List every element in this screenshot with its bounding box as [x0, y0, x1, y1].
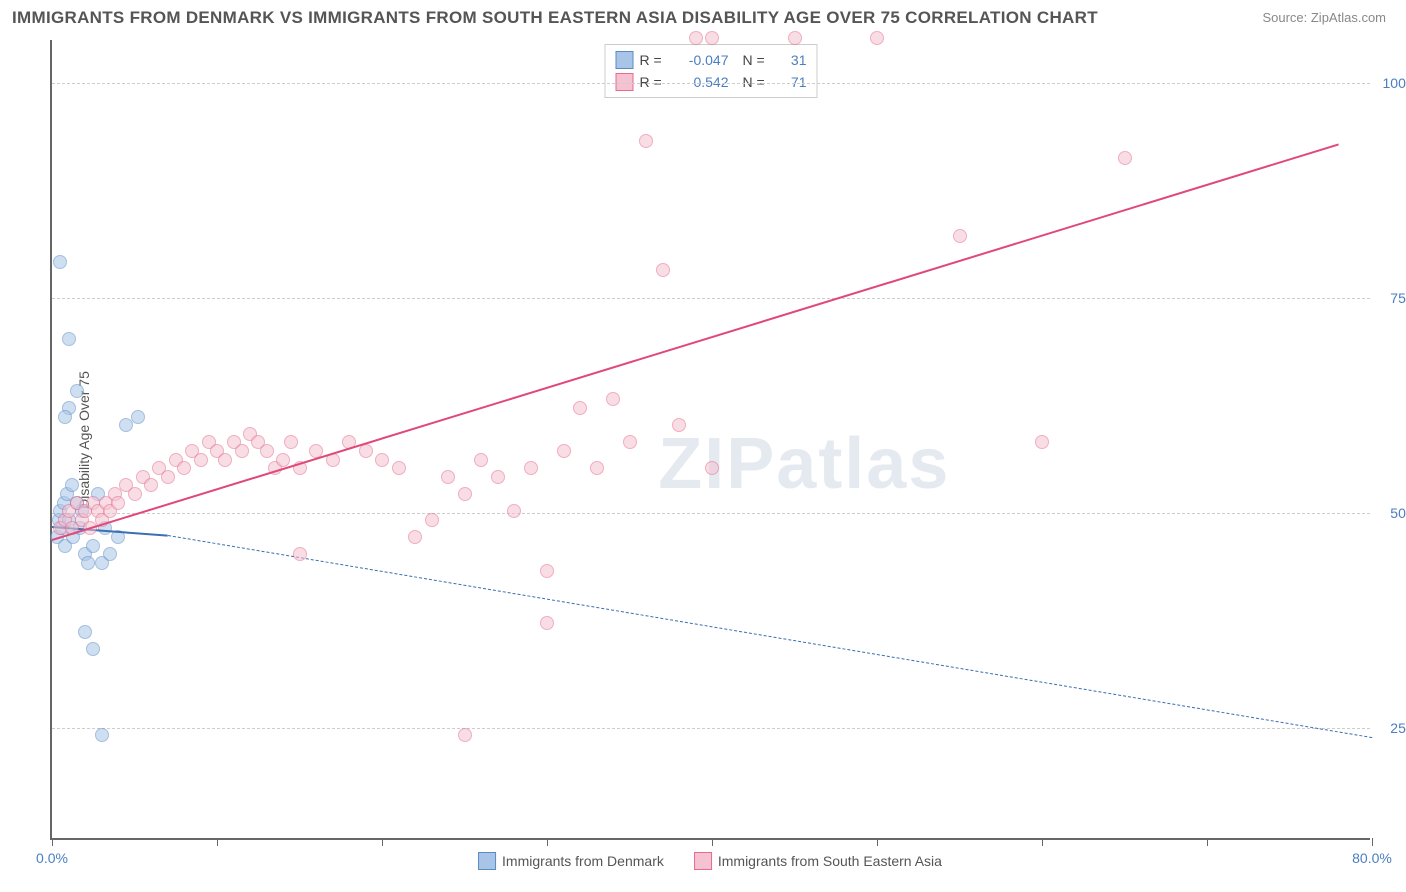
data-point — [705, 31, 719, 45]
data-point — [131, 410, 145, 424]
legend-swatch — [694, 852, 712, 870]
r-value: -0.047 — [674, 52, 729, 68]
data-point — [284, 435, 298, 449]
regression-line — [167, 535, 1372, 738]
data-point — [95, 728, 109, 742]
data-point — [573, 401, 587, 415]
data-point — [458, 728, 472, 742]
data-point — [606, 392, 620, 406]
data-point — [1035, 435, 1049, 449]
n-label: N = — [743, 52, 771, 68]
data-point — [53, 255, 67, 269]
data-point — [491, 470, 505, 484]
legend-row: R = 0.542 N = 71 — [616, 71, 807, 93]
y-tick-label: 25.0% — [1375, 720, 1406, 736]
data-point — [260, 444, 274, 458]
data-point — [235, 444, 249, 458]
data-point — [425, 513, 439, 527]
data-point — [507, 504, 521, 518]
x-tick-label: 80.0% — [1352, 850, 1392, 866]
regression-line — [52, 143, 1340, 541]
data-point — [177, 461, 191, 475]
data-point — [656, 263, 670, 277]
data-point — [870, 31, 884, 45]
scatter-plot: ZIPatlas R =-0.047N =31R =0.542N =71 25.… — [50, 40, 1370, 840]
data-point — [458, 487, 472, 501]
data-point — [144, 478, 158, 492]
data-point — [705, 461, 719, 475]
data-point — [524, 461, 538, 475]
gridline — [52, 728, 1370, 729]
data-point — [540, 564, 554, 578]
source-attribution: Source: ZipAtlas.com — [1262, 10, 1386, 25]
data-point — [161, 470, 175, 484]
y-tick-label: 50.0% — [1375, 505, 1406, 521]
data-point — [540, 616, 554, 630]
data-point — [672, 418, 686, 432]
data-point — [953, 229, 967, 243]
data-point — [623, 435, 637, 449]
r-label: R = — [640, 74, 668, 90]
data-point — [788, 31, 802, 45]
data-point — [590, 461, 604, 475]
watermark: ZIPatlas — [658, 423, 950, 505]
data-point — [86, 539, 100, 553]
x-tick — [217, 838, 218, 846]
data-point — [86, 642, 100, 656]
data-point — [557, 444, 571, 458]
correlation-legend: R = -0.047 N = 31 R = 0.542 N = 71 — [605, 44, 818, 98]
legend-swatch — [478, 852, 496, 870]
legend-label: Immigrants from Denmark — [502, 853, 664, 869]
y-tick-label: 75.0% — [1375, 290, 1406, 306]
r-label: R = — [640, 52, 668, 68]
legend-label: Immigrants from South Eastern Asia — [718, 853, 942, 869]
x-tick — [1207, 838, 1208, 846]
x-tick — [547, 838, 548, 846]
data-point — [639, 134, 653, 148]
x-tick-label: 0.0% — [36, 850, 68, 866]
n-value: 31 — [777, 52, 807, 68]
legend-item: Immigrants from Denmark — [478, 852, 664, 870]
data-point — [103, 547, 117, 561]
data-point — [81, 556, 95, 570]
data-point — [408, 530, 422, 544]
data-point — [78, 625, 92, 639]
data-point — [194, 453, 208, 467]
data-point — [218, 453, 232, 467]
n-label: N = — [743, 74, 771, 90]
x-tick — [1372, 838, 1373, 846]
data-point — [375, 453, 389, 467]
x-tick — [52, 838, 53, 846]
y-tick-label: 100.0% — [1375, 75, 1406, 91]
data-point — [58, 410, 72, 424]
data-point — [1118, 151, 1132, 165]
gridline — [52, 83, 1370, 84]
r-value: 0.542 — [674, 74, 729, 90]
data-point — [128, 487, 142, 501]
legend-row: R = -0.047 N = 31 — [616, 49, 807, 71]
data-point — [111, 496, 125, 510]
chart-area: Disability Age Over 75 ZIPatlas R =-0.04… — [50, 40, 1370, 840]
data-point — [441, 470, 455, 484]
x-tick — [877, 838, 878, 846]
legend-swatch — [616, 51, 634, 69]
n-value: 71 — [777, 74, 807, 90]
chart-title: IMMIGRANTS FROM DENMARK VS IMMIGRANTS FR… — [12, 8, 1098, 28]
data-point — [65, 478, 79, 492]
data-point — [293, 547, 307, 561]
data-point — [474, 453, 488, 467]
x-tick — [382, 838, 383, 846]
data-point — [392, 461, 406, 475]
x-tick — [712, 838, 713, 846]
data-point — [689, 31, 703, 45]
gridline — [52, 513, 1370, 514]
legend-swatch — [616, 73, 634, 91]
legend-item: Immigrants from South Eastern Asia — [694, 852, 942, 870]
x-tick — [1042, 838, 1043, 846]
data-point — [70, 384, 84, 398]
series-legend: Immigrants from Denmark Immigrants from S… — [478, 852, 942, 870]
data-point — [62, 332, 76, 346]
gridline — [52, 298, 1370, 299]
data-point — [276, 453, 290, 467]
